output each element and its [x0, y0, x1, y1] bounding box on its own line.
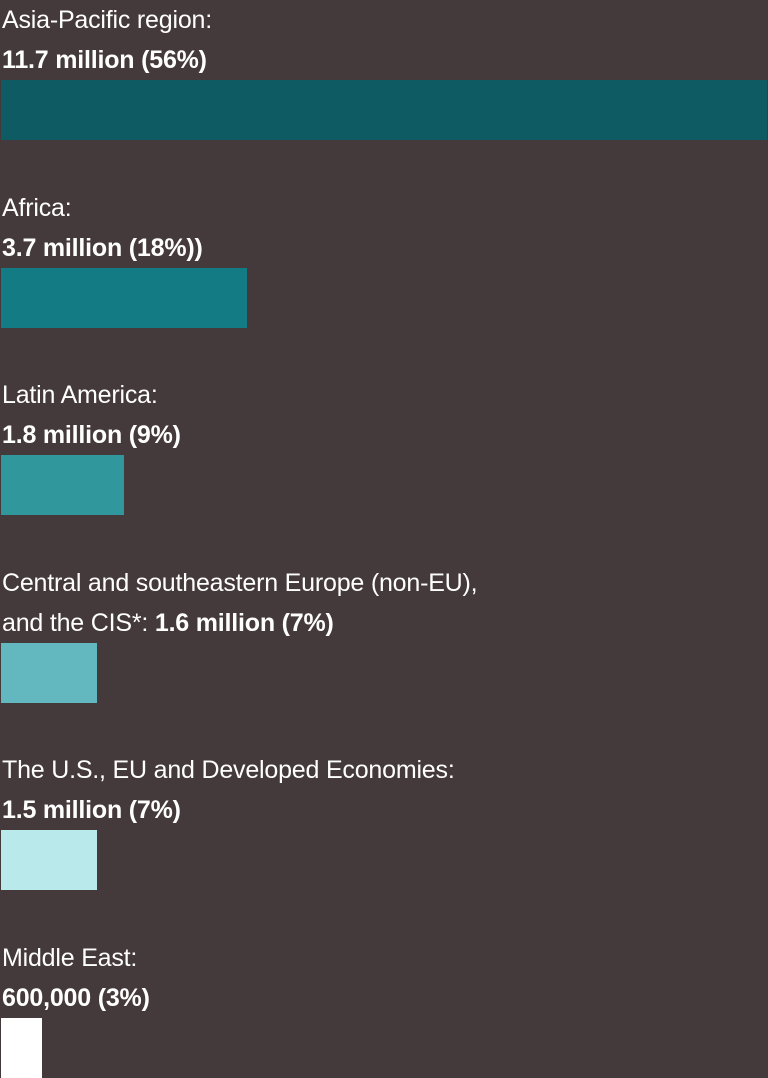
- data-label: 1.6 million (7%): [154, 608, 334, 637]
- bar: [1, 455, 124, 515]
- bar: [1, 642, 97, 703]
- data-label: 11.7 million (56%): [2, 46, 207, 74]
- bar: [1, 80, 767, 140]
- bar-item: The U.S., EU and Developed Economies: 1.5…: [0, 750, 768, 890]
- region-name-line2: and the CIS*:: [2, 608, 149, 637]
- region-name: Africa:: [2, 193, 72, 222]
- bar-item: Latin America: 1.8 million (9%): [0, 375, 768, 515]
- bar-label: Asia-Pacific region: 11.7 million (56%): [2, 0, 212, 80]
- bar: [1, 1017, 42, 1078]
- data-label: 1.8 million (9%): [2, 421, 181, 449]
- data-label: 1.5 million (7%): [2, 796, 181, 824]
- bar-label: Central and southeastern Europe (non-EU)…: [2, 563, 478, 643]
- data-label: 600,000 (3%): [2, 983, 150, 1012]
- bar-item: Africa: 3.7 million (18%)): [0, 188, 768, 328]
- bar: [1, 267, 247, 328]
- region-name: Latin America:: [2, 381, 158, 409]
- region-name: The U.S., EU and Developed Economies:: [2, 756, 455, 784]
- bar-item: Central and southeastern Europe (non-EU)…: [0, 563, 768, 703]
- bar-label: Africa: 3.7 million (18%)): [2, 188, 203, 268]
- bar-label: The U.S., EU and Developed Economies: 1.5…: [2, 750, 455, 830]
- bar-label: Latin America: 1.8 million (9%): [2, 375, 181, 455]
- bar-item: Asia-Pacific region: 11.7 million (56%): [0, 0, 768, 140]
- data-label: 3.7 million (18%)): [2, 233, 203, 262]
- region-name: Middle East:: [2, 943, 138, 972]
- bar-item: Middle East: 600,000 (3%): [0, 938, 768, 1078]
- region-name: Asia-Pacific region:: [2, 6, 212, 34]
- bar: [1, 830, 97, 890]
- bar-label: Middle East: 600,000 (3%): [2, 938, 150, 1018]
- region-name: Central and southeastern Europe (non-EU)…: [2, 568, 478, 597]
